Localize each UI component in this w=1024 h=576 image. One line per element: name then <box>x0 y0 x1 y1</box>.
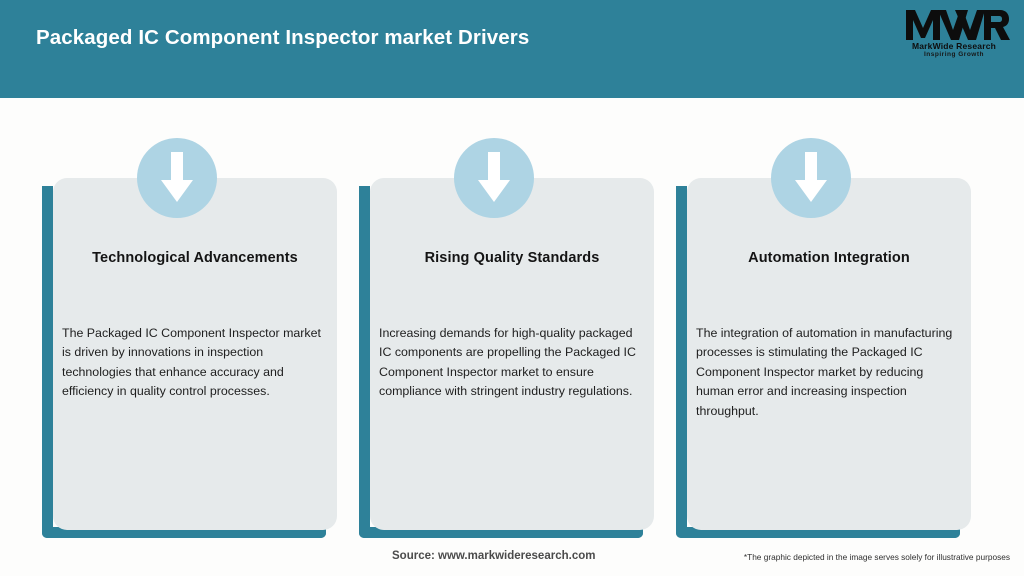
source-label: Source: www.markwideresearch.com <box>392 550 596 562</box>
drivers-card-row: Technological Advancements The Packaged … <box>0 98 1024 538</box>
logo-company-name: MarkWide Research <box>911 41 997 51</box>
down-arrow-icon <box>137 138 217 218</box>
disclaimer-label: *The graphic depicted in the image serve… <box>743 552 1010 562</box>
card-heading: Rising Quality Standards <box>424 250 600 266</box>
down-arrow-icon <box>771 138 851 218</box>
card-surface <box>687 178 971 530</box>
header-banner: Packaged IC Component Inspector market D… <box>0 0 1024 98</box>
card-heading: Automation Integration <box>748 250 910 266</box>
mwr-monogram-icon <box>898 8 1010 42</box>
page-title: Packaged IC Component Inspector market D… <box>36 26 530 49</box>
brand-logo: MarkWide Research Inspiring Growth <box>898 8 1010 64</box>
driver-card-3: Automation Integration The integration o… <box>676 98 971 538</box>
card-surface <box>53 178 337 530</box>
card-heading: Technological Advancements <box>92 250 298 266</box>
driver-card-1: Technological Advancements The Packaged … <box>42 98 337 538</box>
driver-card-2: Rising Quality Standards Increasing dema… <box>359 98 654 538</box>
card-surface <box>370 178 654 530</box>
logo-tagline: Inspiring Growth <box>924 51 984 58</box>
card-description: The integration of automation in manufac… <box>696 326 953 418</box>
card-description: Increasing demands for high-quality pack… <box>379 326 636 399</box>
down-arrow-icon <box>454 138 534 218</box>
card-description: The Packaged IC Component Inspector mark… <box>62 326 321 399</box>
